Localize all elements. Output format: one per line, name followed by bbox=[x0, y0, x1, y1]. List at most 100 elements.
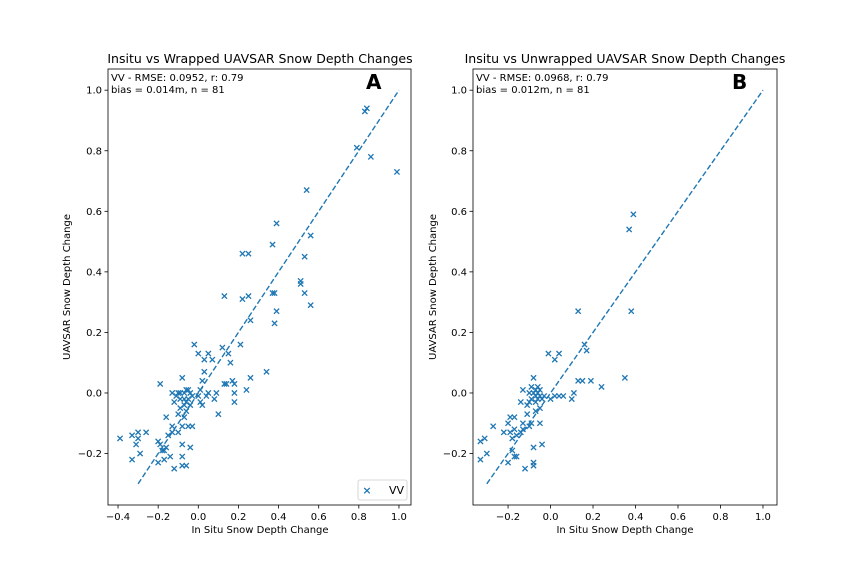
data-point bbox=[185, 395, 192, 403]
x-tick-label: −0.4 bbox=[106, 512, 130, 523]
data-point bbox=[197, 398, 204, 406]
data-point bbox=[555, 350, 563, 357]
data-point bbox=[307, 302, 314, 309]
data-point bbox=[231, 380, 238, 387]
one-to-one-line bbox=[486, 89, 764, 485]
x-tick-label: 0.4 bbox=[628, 512, 644, 523]
x-tick-label: 0.8 bbox=[351, 512, 367, 523]
data-point bbox=[209, 356, 216, 363]
data-point bbox=[626, 226, 633, 233]
data-point bbox=[583, 347, 590, 354]
data-point bbox=[303, 187, 310, 194]
data-point bbox=[169, 423, 176, 430]
data-point bbox=[477, 456, 484, 463]
y-axis-label: UAVSAR Snow Depth Change bbox=[62, 214, 73, 360]
data-point bbox=[157, 441, 164, 448]
data-point bbox=[507, 429, 514, 436]
data-point bbox=[201, 356, 208, 363]
data-point bbox=[129, 432, 136, 439]
data-point bbox=[536, 405, 543, 412]
data-point bbox=[183, 398, 190, 406]
y-axis-label: UAVSAR Snow Depth Change bbox=[428, 214, 439, 360]
one-to-one-line bbox=[137, 89, 400, 485]
panel-label: A bbox=[366, 70, 382, 94]
data-point bbox=[245, 250, 252, 257]
data-point bbox=[221, 293, 228, 300]
data-point bbox=[231, 398, 238, 406]
data-point bbox=[519, 420, 526, 427]
data-point bbox=[175, 411, 182, 418]
data-point bbox=[157, 380, 164, 387]
data-point bbox=[239, 296, 246, 303]
data-point bbox=[203, 392, 210, 400]
data-point bbox=[545, 350, 552, 357]
x-tick-label: 0.4 bbox=[271, 512, 287, 523]
chart-panel-a: Insitu vs Wrapped UAVSAR Snow Depth Chan… bbox=[62, 51, 413, 536]
data-point bbox=[195, 392, 202, 400]
data-point bbox=[509, 435, 516, 442]
data-point bbox=[195, 350, 202, 357]
data-point bbox=[551, 356, 558, 363]
panel-label: B bbox=[732, 70, 747, 94]
x-tick-label: 1.0 bbox=[391, 512, 407, 523]
data-point bbox=[536, 386, 543, 394]
data-point bbox=[135, 429, 142, 436]
data-point bbox=[237, 341, 244, 348]
data-point bbox=[598, 383, 605, 390]
legend: × VV bbox=[357, 479, 408, 501]
data-point bbox=[477, 438, 484, 445]
data-point bbox=[500, 429, 507, 436]
data-point bbox=[189, 392, 196, 400]
data-point bbox=[297, 280, 304, 288]
data-point bbox=[211, 395, 218, 403]
marks-layer: −0.2 0.0 0.2 0.4 0.6 0.8 1.0 −0.2 0.0 0.2 0.4 0.6 0.… bbox=[443, 86, 771, 523]
x-tick-label: 0.6 bbox=[670, 512, 686, 523]
chart-panel-b: Insitu vs Unwrapped UAVSAR Snow Depth Ch… bbox=[428, 51, 785, 536]
data-point bbox=[181, 402, 188, 409]
data-point bbox=[621, 374, 628, 381]
x-tick-label: 0.0 bbox=[543, 512, 559, 523]
data-point bbox=[165, 432, 172, 439]
data-point bbox=[528, 395, 535, 403]
data-point bbox=[530, 374, 537, 381]
data-point bbox=[229, 377, 236, 384]
data-point bbox=[175, 389, 182, 397]
data-point bbox=[517, 398, 524, 406]
y-tick-label: 0.0 bbox=[86, 388, 102, 399]
data-point bbox=[187, 402, 194, 409]
y-tick-label: 0.6 bbox=[451, 207, 467, 218]
data-point bbox=[169, 429, 176, 436]
data-point bbox=[628, 308, 635, 315]
data-point bbox=[519, 386, 526, 394]
data-point bbox=[547, 395, 554, 403]
data-point bbox=[511, 426, 518, 433]
marks-layer: −0.4 −0.2 0.0 0.2 0.4 0.6 0.8 1.0 −0.2 0.0 0.2 0.4 0… bbox=[78, 86, 407, 523]
data-point bbox=[511, 453, 518, 460]
x-tick-label: 0.2 bbox=[230, 512, 246, 523]
data-point bbox=[239, 250, 246, 257]
data-point bbox=[630, 211, 637, 218]
data-point bbox=[524, 411, 531, 418]
data-point bbox=[528, 383, 535, 390]
data-point bbox=[181, 389, 188, 397]
data-point bbox=[587, 377, 594, 384]
data-point bbox=[536, 420, 543, 427]
data-point bbox=[231, 389, 238, 397]
data-point bbox=[179, 453, 186, 460]
data-point bbox=[205, 389, 212, 397]
data-point bbox=[221, 380, 228, 387]
y-tick-label: 0.2 bbox=[451, 328, 467, 339]
x-tick-label: 0.8 bbox=[713, 512, 729, 523]
data-point bbox=[155, 459, 162, 466]
data-point bbox=[581, 341, 588, 348]
data-point bbox=[271, 289, 278, 297]
data-point bbox=[353, 144, 360, 151]
data-point bbox=[159, 447, 166, 454]
y-tick-label: 0.2 bbox=[86, 328, 102, 339]
x-tick-label: 1.0 bbox=[755, 512, 771, 523]
plot-frame bbox=[472, 68, 778, 506]
data-point bbox=[189, 423, 196, 430]
data-point bbox=[530, 462, 537, 469]
data-point bbox=[161, 456, 168, 463]
x-axis-label: In Situ Snow Depth Change bbox=[556, 525, 693, 536]
